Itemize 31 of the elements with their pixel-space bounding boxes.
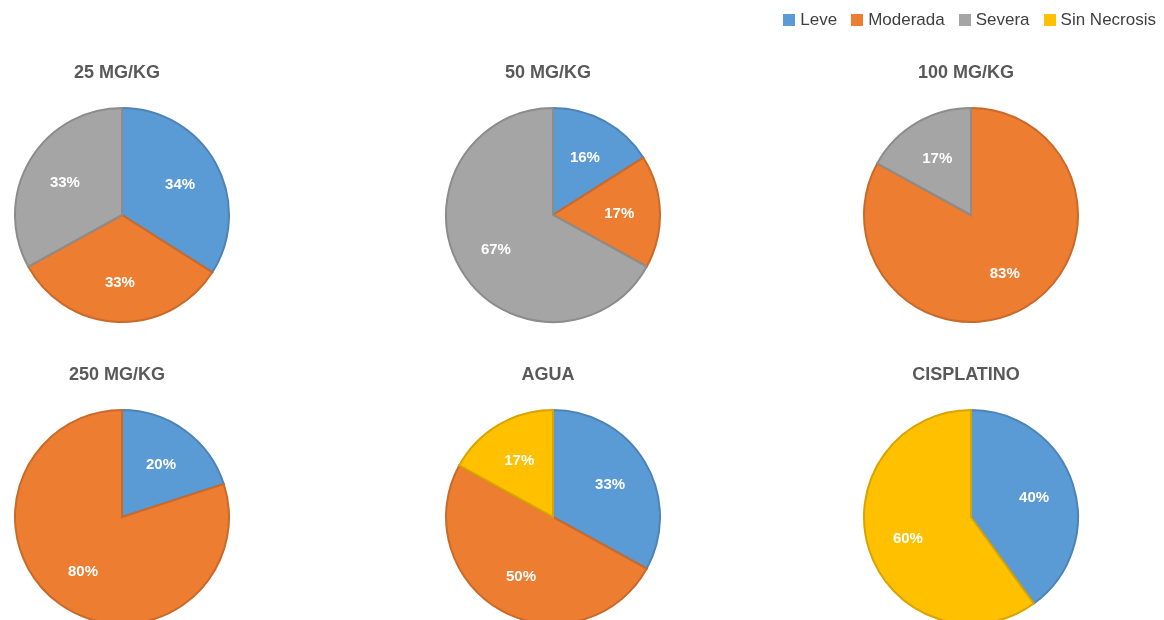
- legend-label: Severa: [975, 10, 1030, 30]
- pie-slice: [121, 107, 230, 274]
- chart-title: AGUA: [520, 364, 576, 385]
- data-label: 17%: [504, 451, 535, 469]
- data-label: 33%: [49, 172, 80, 190]
- pie-slice: [863, 107, 1079, 323]
- legend-label: Sin Necrosis: [1060, 10, 1156, 30]
- legend-label: Moderada: [868, 10, 945, 30]
- data-label: 83%: [989, 263, 1020, 281]
- data-label: 16%: [569, 148, 600, 166]
- data-label: 17%: [604, 204, 635, 222]
- data-label: 67%: [480, 240, 511, 258]
- text: 25 MG/KG: [73, 62, 161, 83]
- chart-title: CISPLATINO: [911, 364, 1021, 385]
- data-label: 40%: [1019, 488, 1050, 505]
- data-label: 60%: [892, 529, 923, 546]
- data-label: 20%: [145, 454, 177, 472]
- data-label: 50%: [506, 566, 537, 584]
- pie-slice: [27, 214, 214, 323]
- legend-label: Leve: [800, 10, 838, 30]
- data-label: 17%: [922, 149, 953, 167]
- data-label: 34%: [165, 174, 196, 192]
- pie-slice: [445, 107, 648, 323]
- chart-title: 250 MG/KG: [68, 364, 166, 385]
- data-label: 80%: [67, 562, 99, 580]
- pie-slice: [876, 107, 972, 216]
- chart-title: 100 MG/KG: [917, 62, 1015, 83]
- data-label: 33%: [595, 474, 626, 492]
- pie-slice: [14, 107, 123, 268]
- data-label: 33%: [104, 272, 135, 290]
- chart-title: 50 MG/KG: [504, 62, 592, 83]
